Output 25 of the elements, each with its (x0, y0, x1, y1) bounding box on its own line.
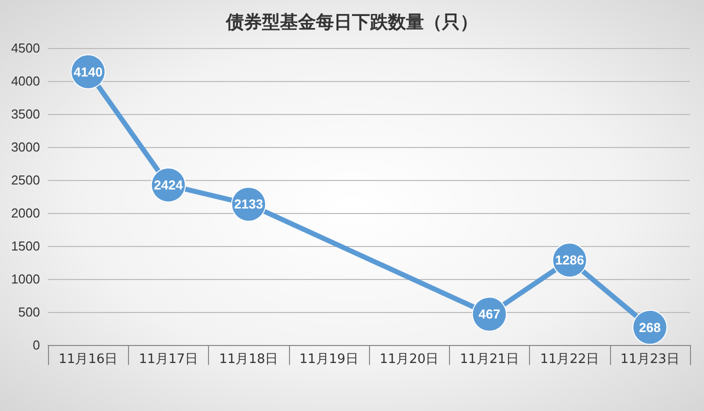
x-tick-label: 11月22日 (540, 352, 600, 367)
data-label: 1286 (555, 252, 584, 268)
x-tick-label: 11月23日 (620, 352, 680, 367)
data-label: 4140 (74, 64, 103, 80)
data-label: 2424 (154, 178, 184, 193)
x-tick-label: 11月21日 (460, 352, 519, 367)
x-tick-label: 11月19日 (299, 352, 358, 367)
y-tick-label: 3500 (11, 106, 40, 122)
x-tick-label: 11月16日 (58, 352, 118, 367)
y-tick-label: 2500 (11, 172, 40, 188)
data-label: 268 (639, 320, 661, 335)
x-tick-label: 11月17日 (138, 352, 198, 367)
y-tick-label: 500 (18, 304, 40, 320)
x-tick-label: 11月18日 (219, 352, 278, 367)
y-tick-label: 3000 (11, 140, 40, 154)
data-label: 2133 (234, 196, 264, 212)
x-tick-label: 11月20日 (380, 352, 439, 367)
y-tick-label: 1000 (11, 272, 40, 286)
y-tick-label: 4500 (11, 40, 40, 56)
y-tick-label: 2000 (11, 206, 40, 220)
y-tick-label: 1500 (11, 238, 40, 254)
y-tick-label: 4000 (11, 74, 40, 88)
y-tick-label: 0 (32, 338, 40, 352)
data-label: 467 (478, 306, 500, 322)
chart-title: 债券型基金每日下跌数量（只） (225, 12, 478, 32)
